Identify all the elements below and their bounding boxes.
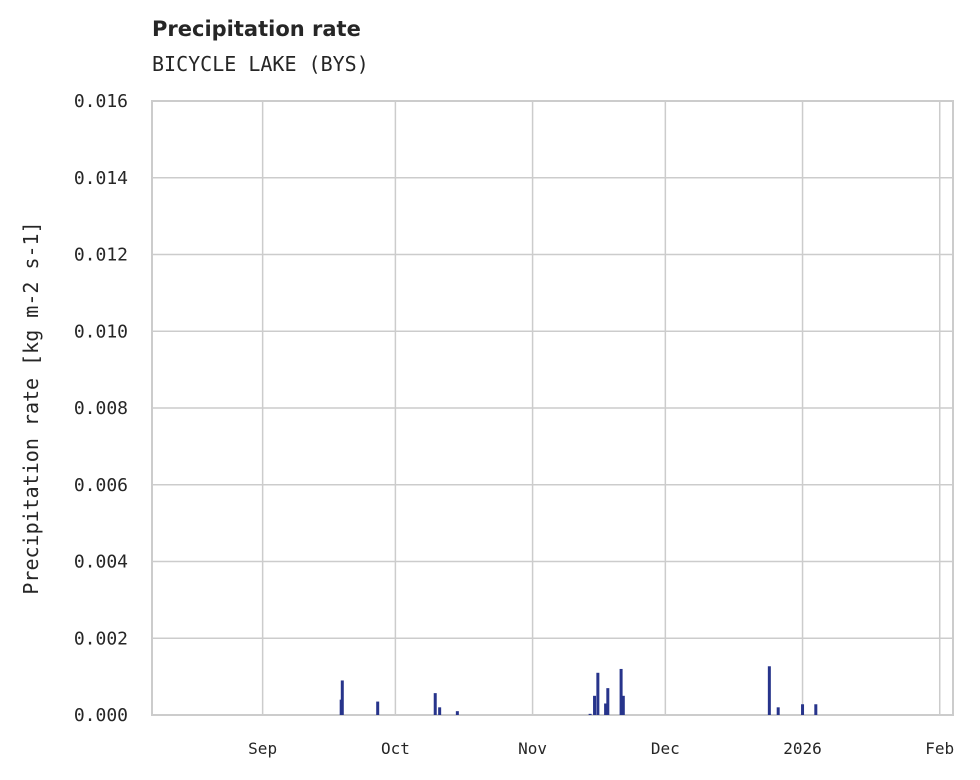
y-tick-label: 0.002 xyxy=(74,628,128,649)
precipitation-bar xyxy=(604,703,608,715)
x-tick-label: Oct xyxy=(381,739,410,758)
precipitation-bar xyxy=(593,695,597,715)
y-tick-label: 0.016 xyxy=(74,91,128,112)
precipitation-bar xyxy=(619,668,623,715)
precipitation-bar xyxy=(455,711,459,715)
plot-frame xyxy=(151,100,954,716)
y-tick-label: 0.012 xyxy=(74,245,128,266)
x-tick-label: 2026 xyxy=(783,739,822,758)
precipitation-bar xyxy=(767,666,771,715)
precipitation-bar xyxy=(438,707,442,715)
precipitation-bar xyxy=(376,701,380,715)
y-tick-label: 0.014 xyxy=(74,168,128,189)
precipitation-bar xyxy=(433,693,437,715)
y-tick-label: 0.000 xyxy=(74,705,128,726)
precipitation-bar xyxy=(776,707,780,715)
precipitation-bar xyxy=(340,680,344,715)
chart-title: Precipitation rate xyxy=(152,17,361,41)
y-tick-label: 0.006 xyxy=(74,475,128,496)
x-tick-label: Dec xyxy=(651,739,680,758)
x-tick-label: Feb xyxy=(925,739,954,758)
chart-subtitle: BICYCLE LAKE (BYS) xyxy=(152,52,369,76)
precipitation-bar xyxy=(596,672,600,715)
y-tick-label: 0.004 xyxy=(74,552,128,573)
precipitation-bar xyxy=(801,704,805,715)
x-tick-label: Sep xyxy=(248,739,277,758)
precipitation-bar xyxy=(814,704,818,715)
y-tick-label: 0.008 xyxy=(74,398,128,419)
precipitation-bar xyxy=(606,688,610,715)
y-tick-label: 0.010 xyxy=(74,321,128,342)
x-tick-label: Nov xyxy=(518,739,547,758)
y-axis-label: Precipitation rate [kg m-2 s-1] xyxy=(19,221,43,594)
precipitation-bar xyxy=(621,695,625,715)
precipitation-bar xyxy=(588,713,592,715)
